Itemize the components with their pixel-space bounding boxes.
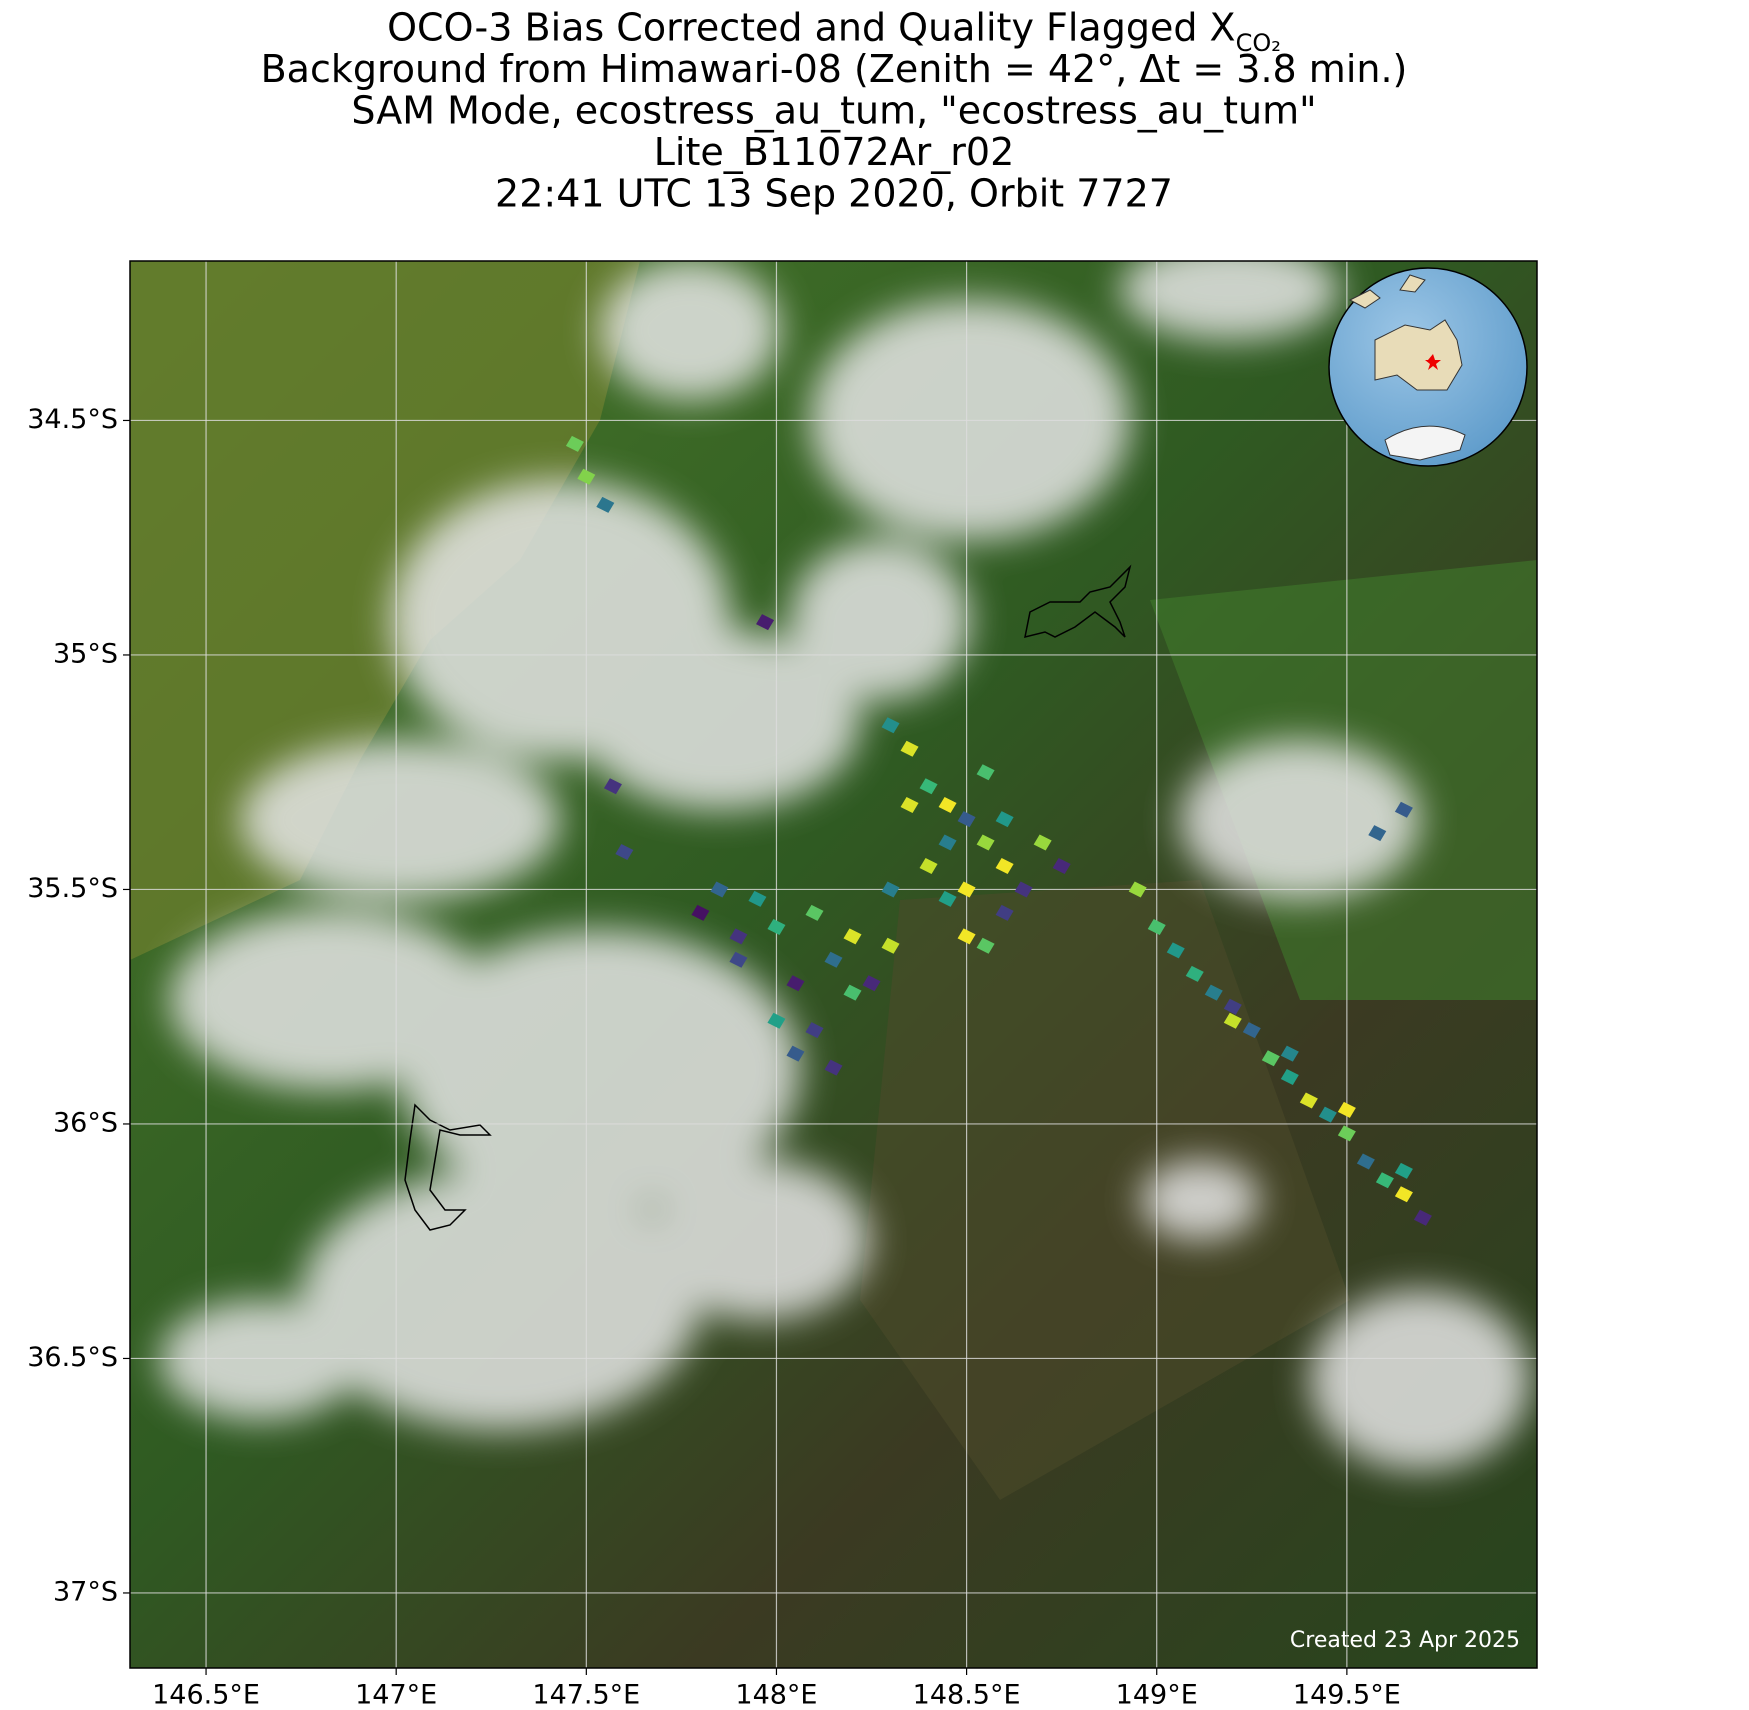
title-line: 22:41 UTC 13 Sep 2020, Orbit 7727 [495, 172, 1173, 216]
sounding [1413, 1209, 1432, 1226]
sounding [938, 797, 957, 814]
title-subscript: CO₂ [1236, 29, 1281, 57]
grid: 146.5°E 147°E 147.5°E 148°E 148.5°E 149°E 149.… [27, 261, 1537, 1710]
sounding [786, 1045, 805, 1062]
sounding [881, 881, 900, 898]
sounding [995, 811, 1014, 828]
sounding [596, 496, 615, 513]
sounding [957, 811, 976, 828]
title-line: SAM Mode, ecostress_au_tum, "ecostress_a… [351, 89, 1316, 133]
soundings [565, 435, 1432, 1226]
sounding [691, 904, 710, 921]
sounding [1318, 1106, 1337, 1123]
sounding [1185, 965, 1204, 982]
title-line: Lite_B11072Ar_r02 [654, 130, 1015, 174]
x-tick-label: 147.5°E [532, 1680, 640, 1710]
x-tick-label: 146.5°E [152, 1680, 260, 1710]
sounding [565, 435, 584, 452]
sounding [957, 928, 976, 945]
sounding [938, 834, 957, 851]
sounding [881, 717, 900, 734]
sounding [1356, 1153, 1375, 1170]
sounding [1280, 1045, 1299, 1062]
plot-frame [129, 260, 1538, 1669]
inset-globe [1328, 267, 1528, 467]
x-tick-label: 148.5°E [913, 1680, 1021, 1710]
sounding [1280, 1069, 1299, 1086]
sounding [710, 881, 729, 898]
sounding [1394, 1162, 1413, 1179]
title: OCO-3 Bias Corrected and Quality Flagged… [261, 6, 1408, 216]
y-tick-label: 35°S [53, 638, 118, 669]
sounding [603, 778, 622, 795]
x-tick-label: 149.5°E [1293, 1680, 1401, 1710]
sounding [919, 778, 938, 795]
sounding [1394, 1186, 1413, 1203]
sounding [1394, 801, 1413, 818]
sounding [805, 1022, 824, 1039]
sounding [729, 928, 748, 945]
sounding [843, 928, 862, 945]
sounding [862, 975, 881, 992]
sounding [615, 843, 634, 860]
x-tick-label: 149°E [1116, 1680, 1198, 1710]
sounding [938, 890, 957, 907]
y-tick-label: 34.5°S [27, 404, 118, 435]
y-tick-label: 36.5°S [27, 1342, 118, 1373]
sounding [748, 890, 767, 907]
y-tick-label: 35.5°S [27, 873, 118, 904]
x-tick-label: 147°E [355, 1680, 437, 1710]
sounding [577, 468, 596, 485]
sounding [995, 904, 1014, 921]
sounding [900, 797, 919, 814]
sounding [805, 904, 824, 921]
x-tick-label: 148°E [735, 1680, 817, 1710]
sounding [976, 764, 995, 781]
title-line: OCO-3 Bias Corrected and Quality Flagged… [387, 6, 1281, 58]
sounding [1033, 834, 1052, 851]
annotation: Created 23 Apr 2025 [1290, 1628, 1520, 1653]
sounding [1242, 1022, 1261, 1039]
sounding [1014, 881, 1033, 898]
sounding [1223, 1012, 1242, 1029]
sounding [786, 975, 805, 992]
sounding [1337, 1125, 1356, 1142]
sounding [881, 937, 900, 954]
sounding [1368, 825, 1387, 842]
sounding [1166, 942, 1185, 959]
sounding [1128, 881, 1147, 898]
sounding [824, 1059, 843, 1076]
sounding [1052, 858, 1071, 875]
sounding [1223, 998, 1242, 1015]
sounding [976, 937, 995, 954]
sounding [1261, 1050, 1280, 1067]
sounding [843, 984, 862, 1001]
sounding [1299, 1092, 1318, 1109]
y-tick-label: 37°S [53, 1576, 118, 1607]
sounding [1337, 1101, 1356, 1118]
sounding [1375, 1172, 1394, 1189]
title-line: Background from Himawari-08 (Zenith = 42… [261, 47, 1408, 91]
sounding [767, 1012, 786, 1029]
sounding [824, 951, 843, 968]
sounding [729, 951, 748, 968]
sounding [919, 858, 938, 875]
map-background [130, 261, 1537, 1668]
y-tick-label: 36°S [53, 1107, 118, 1138]
sounding [957, 881, 976, 898]
sounding [1204, 984, 1223, 1001]
sounding [756, 614, 775, 631]
sounding [900, 740, 919, 757]
sounding [976, 834, 995, 851]
sounding [995, 858, 1014, 875]
sounding [767, 918, 786, 935]
sounding [1147, 918, 1166, 935]
